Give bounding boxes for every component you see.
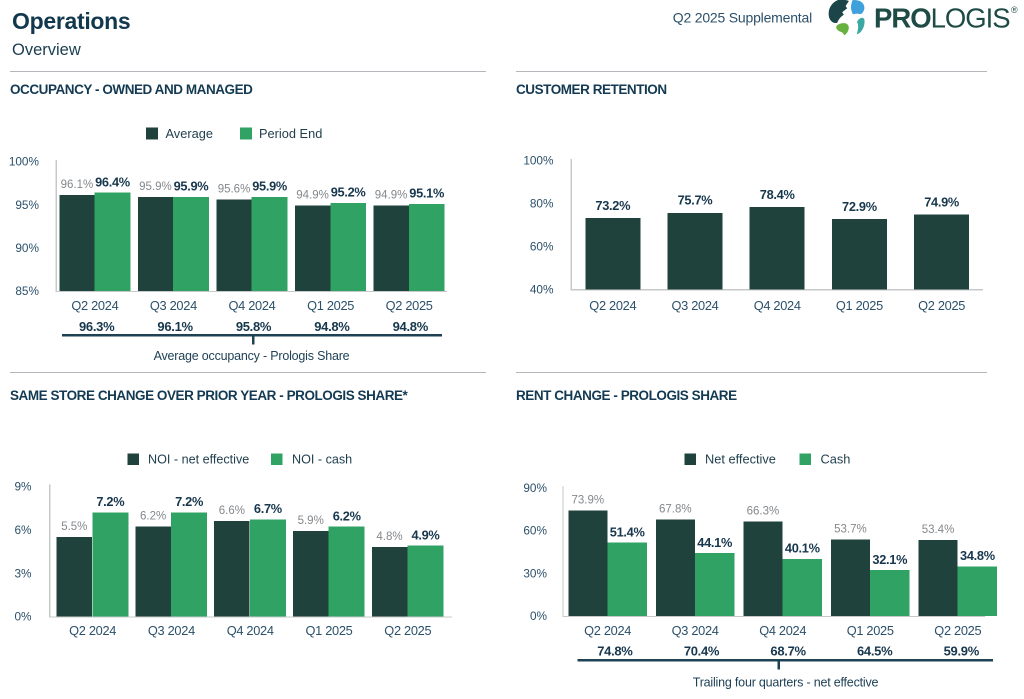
svg-text:44.1%: 44.1% (697, 535, 733, 550)
svg-text:51.4%: 51.4% (610, 524, 646, 539)
svg-text:6.7%: 6.7% (254, 501, 283, 516)
svg-text:68.7%: 68.7% (770, 644, 806, 659)
svg-text:94.9%: 94.9% (296, 190, 329, 202)
svg-text:96.1%: 96.1% (61, 179, 94, 191)
svg-text:74.8%: 74.8% (597, 644, 633, 659)
svg-text:6%: 6% (14, 523, 32, 537)
svg-text:6.6%: 6.6% (219, 505, 245, 517)
svg-text:Q4 2024: Q4 2024 (754, 298, 801, 313)
svg-text:100%: 100% (9, 155, 40, 169)
svg-text:NOI - net effective: NOI - net effective (148, 453, 249, 467)
svg-text:40.1%: 40.1% (785, 541, 821, 556)
svg-text:Q1 2025: Q1 2025 (307, 298, 354, 313)
svg-text:94.8%: 94.8% (393, 319, 429, 334)
svg-text:Net effective: Net effective (705, 452, 776, 467)
svg-text:59.9%: 59.9% (944, 644, 980, 659)
svg-text:6.2%: 6.2% (140, 511, 166, 523)
svg-text:80%: 80% (530, 196, 554, 210)
svg-text:Average: Average (166, 126, 213, 141)
svg-text:Overview: Overview (12, 41, 81, 59)
svg-text:40%: 40% (530, 282, 554, 296)
svg-text:Q4 2024: Q4 2024 (227, 623, 274, 638)
svg-text:4.8%: 4.8% (376, 531, 402, 543)
svg-text:70.4%: 70.4% (684, 644, 720, 659)
svg-text:Q1 2025: Q1 2025 (847, 623, 894, 638)
svg-text:Operations: Operations (12, 8, 130, 34)
svg-text:94.8%: 94.8% (314, 319, 350, 334)
svg-text:95.9%: 95.9% (139, 181, 172, 193)
svg-text:Q2 2024: Q2 2024 (589, 298, 636, 313)
svg-text:Q2 2025: Q2 2025 (386, 298, 433, 313)
svg-text:Cash: Cash (821, 452, 851, 467)
svg-text:PROLOGIS: PROLOGIS (874, 3, 1010, 34)
svg-text:85%: 85% (15, 284, 39, 298)
svg-text:60%: 60% (523, 524, 547, 538)
svg-text:74.9%: 74.9% (924, 195, 960, 210)
svg-text:Q2 2024: Q2 2024 (584, 623, 631, 638)
svg-text:64.5%: 64.5% (857, 644, 893, 659)
svg-text:90%: 90% (15, 241, 39, 255)
svg-text:Q4 2024: Q4 2024 (229, 298, 276, 313)
svg-text:73.9%: 73.9% (571, 495, 604, 507)
svg-text:72.9%: 72.9% (842, 199, 878, 214)
svg-text:Q3 2024: Q3 2024 (150, 298, 197, 313)
svg-text:9%: 9% (14, 479, 32, 493)
svg-text:7.2%: 7.2% (96, 494, 125, 509)
svg-text:53.4%: 53.4% (922, 524, 955, 536)
svg-text:Q2 2025 Supplemental: Q2 2025 Supplemental (673, 10, 812, 26)
svg-text:60%: 60% (530, 239, 554, 253)
svg-text:95%: 95% (15, 198, 39, 212)
svg-text:4.9%: 4.9% (412, 527, 441, 542)
svg-text:95.1%: 95.1% (409, 186, 445, 201)
svg-text:96.1%: 96.1% (157, 319, 193, 334)
svg-text:Q3 2024: Q3 2024 (672, 298, 719, 313)
svg-text:75.7%: 75.7% (678, 193, 714, 208)
svg-text:96.4%: 96.4% (95, 174, 131, 189)
svg-text:Q2 2025: Q2 2025 (384, 623, 431, 638)
svg-text:30%: 30% (523, 566, 547, 580)
svg-text:NOI - cash: NOI - cash (292, 453, 352, 467)
svg-text:RENT CHANGE - PROLOGIS SHARE: RENT CHANGE - PROLOGIS SHARE (516, 388, 737, 403)
svg-text:100%: 100% (523, 153, 554, 167)
svg-text:94.9%: 94.9% (375, 190, 408, 202)
svg-text:Period End: Period End (259, 126, 322, 141)
svg-text:95.8%: 95.8% (236, 319, 272, 334)
svg-text:95.6%: 95.6% (218, 184, 251, 196)
svg-text:95.2%: 95.2% (331, 185, 367, 200)
svg-text:96.3%: 96.3% (79, 319, 115, 334)
svg-text:Trailing four quarters - net e: Trailing four quarters - net effective (693, 676, 879, 690)
svg-text:34.8%: 34.8% (960, 548, 996, 563)
svg-text:Q1 2025: Q1 2025 (836, 298, 883, 313)
svg-text:0%: 0% (14, 610, 32, 624)
svg-text:Q3 2024: Q3 2024 (672, 623, 719, 638)
svg-text:32.1%: 32.1% (872, 552, 908, 567)
svg-text:95.9%: 95.9% (252, 179, 288, 194)
svg-text:SAME STORE CHANGE OVER PRIOR Y: SAME STORE CHANGE OVER PRIOR YEAR - PROL… (10, 388, 409, 403)
svg-text:5.5%: 5.5% (61, 521, 87, 533)
svg-text:Q2 2024: Q2 2024 (69, 623, 116, 638)
svg-text:Q2 2025: Q2 2025 (934, 623, 981, 638)
svg-text:90%: 90% (523, 481, 547, 495)
svg-text:Q4 2024: Q4 2024 (759, 623, 806, 638)
svg-text:3%: 3% (14, 566, 32, 580)
svg-text:73.2%: 73.2% (595, 198, 631, 213)
svg-text:95.9%: 95.9% (174, 179, 210, 194)
svg-text:Average occupancy - Prologis S: Average occupancy - Prologis Share (154, 349, 350, 363)
svg-text:66.3%: 66.3% (747, 506, 780, 518)
svg-text:67.8%: 67.8% (659, 503, 692, 515)
svg-text:78.4%: 78.4% (760, 187, 796, 202)
svg-text:CUSTOMER RETENTION: CUSTOMER RETENTION (516, 82, 667, 97)
svg-text:5.9%: 5.9% (298, 515, 324, 527)
svg-text:7.2%: 7.2% (175, 494, 204, 509)
svg-text:OCCUPANCY - OWNED AND MANAGED: OCCUPANCY - OWNED AND MANAGED (10, 82, 253, 97)
svg-text:Q3 2024: Q3 2024 (148, 623, 195, 638)
svg-text:53.7%: 53.7% (834, 523, 867, 535)
svg-text:0%: 0% (530, 609, 548, 623)
svg-text:®: ® (1011, 5, 1018, 15)
svg-text:Q2 2024: Q2 2024 (71, 298, 118, 313)
svg-text:Q2 2025: Q2 2025 (918, 298, 965, 313)
svg-text:6.2%: 6.2% (333, 508, 362, 523)
svg-text:Q1 2025: Q1 2025 (306, 623, 353, 638)
